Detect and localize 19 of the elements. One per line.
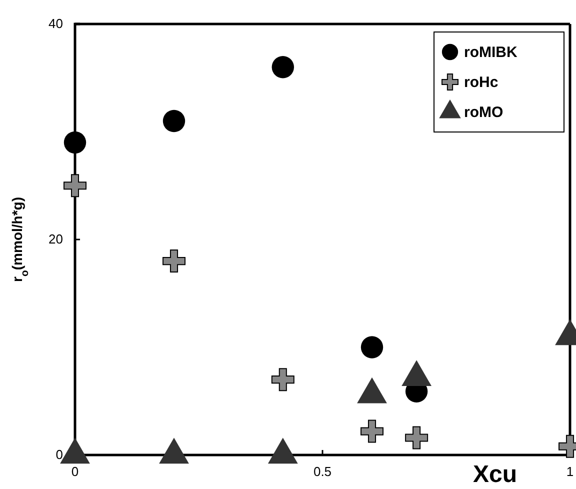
legend-label: roHc xyxy=(464,74,498,91)
point xyxy=(405,426,428,450)
x-tick-label: 0.5 xyxy=(313,464,332,480)
point xyxy=(271,368,294,392)
legend-label: roMO xyxy=(464,104,504,121)
legend-label: roMIBK xyxy=(464,44,518,61)
y-tick-label: 0 xyxy=(56,447,63,462)
y-tick-label: 40 xyxy=(48,16,63,32)
x-tick-label: 1 xyxy=(566,464,574,480)
point xyxy=(162,110,186,132)
x-tick-label: 0 xyxy=(71,464,79,480)
point xyxy=(64,131,86,154)
x-axis-title: Xcu xyxy=(472,461,518,488)
point xyxy=(272,56,294,78)
point xyxy=(64,174,86,198)
point xyxy=(360,336,384,358)
point xyxy=(360,420,384,443)
y-tick-label: 20 xyxy=(48,232,63,247)
point xyxy=(162,250,186,273)
